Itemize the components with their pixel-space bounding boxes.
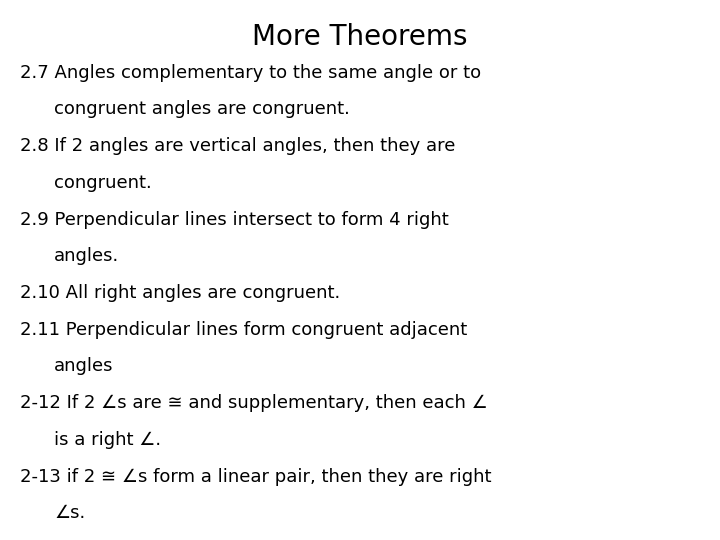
Text: More Theorems: More Theorems bbox=[252, 23, 468, 51]
Text: ∠s.: ∠s. bbox=[54, 504, 85, 522]
Text: angles: angles bbox=[54, 357, 114, 375]
Text: is a right ∠.: is a right ∠. bbox=[54, 431, 161, 449]
Text: congruent angles are congruent.: congruent angles are congruent. bbox=[54, 100, 350, 118]
Text: angles.: angles. bbox=[54, 247, 120, 265]
Text: 2-13 if 2 ≅ ∠s form a linear pair, then they are right: 2-13 if 2 ≅ ∠s form a linear pair, then … bbox=[20, 468, 492, 485]
Text: 2.7 Angles complementary to the same angle or to: 2.7 Angles complementary to the same ang… bbox=[20, 64, 481, 82]
Text: congruent.: congruent. bbox=[54, 174, 152, 192]
Text: 2.8 If 2 angles are vertical angles, then they are: 2.8 If 2 angles are vertical angles, the… bbox=[20, 137, 456, 155]
Text: 2.9 Perpendicular lines intersect to form 4 right: 2.9 Perpendicular lines intersect to for… bbox=[20, 211, 449, 228]
Text: 2.11 Perpendicular lines form congruent adjacent: 2.11 Perpendicular lines form congruent … bbox=[20, 321, 467, 339]
Text: 2.10 All right angles are congruent.: 2.10 All right angles are congruent. bbox=[20, 284, 341, 302]
Text: 2-12 If 2 ∠s are ≅ and supplementary, then each ∠: 2-12 If 2 ∠s are ≅ and supplementary, th… bbox=[20, 394, 488, 412]
